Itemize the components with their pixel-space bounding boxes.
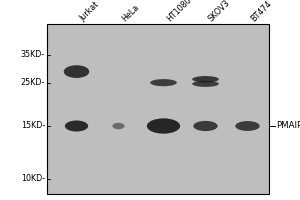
Ellipse shape <box>147 118 180 134</box>
Text: 35KD-: 35KD- <box>21 50 45 59</box>
Text: PMAIP1: PMAIP1 <box>276 121 300 130</box>
Text: BT474: BT474 <box>249 0 273 23</box>
Text: 10KD-: 10KD- <box>21 174 45 183</box>
Text: Jurkat: Jurkat <box>78 0 101 23</box>
Text: 15KD-: 15KD- <box>21 121 45 130</box>
Text: 25KD-: 25KD- <box>21 78 45 87</box>
Ellipse shape <box>64 65 89 78</box>
Ellipse shape <box>193 121 218 131</box>
Text: SKOV3: SKOV3 <box>207 0 232 23</box>
Ellipse shape <box>150 79 177 86</box>
Ellipse shape <box>112 123 124 129</box>
Text: HeLa: HeLa <box>120 2 141 23</box>
Ellipse shape <box>235 121 260 131</box>
Ellipse shape <box>192 76 219 82</box>
Bar <box>46 24 268 194</box>
Text: HT1080: HT1080 <box>165 0 193 23</box>
Ellipse shape <box>192 81 219 87</box>
Ellipse shape <box>65 120 88 132</box>
